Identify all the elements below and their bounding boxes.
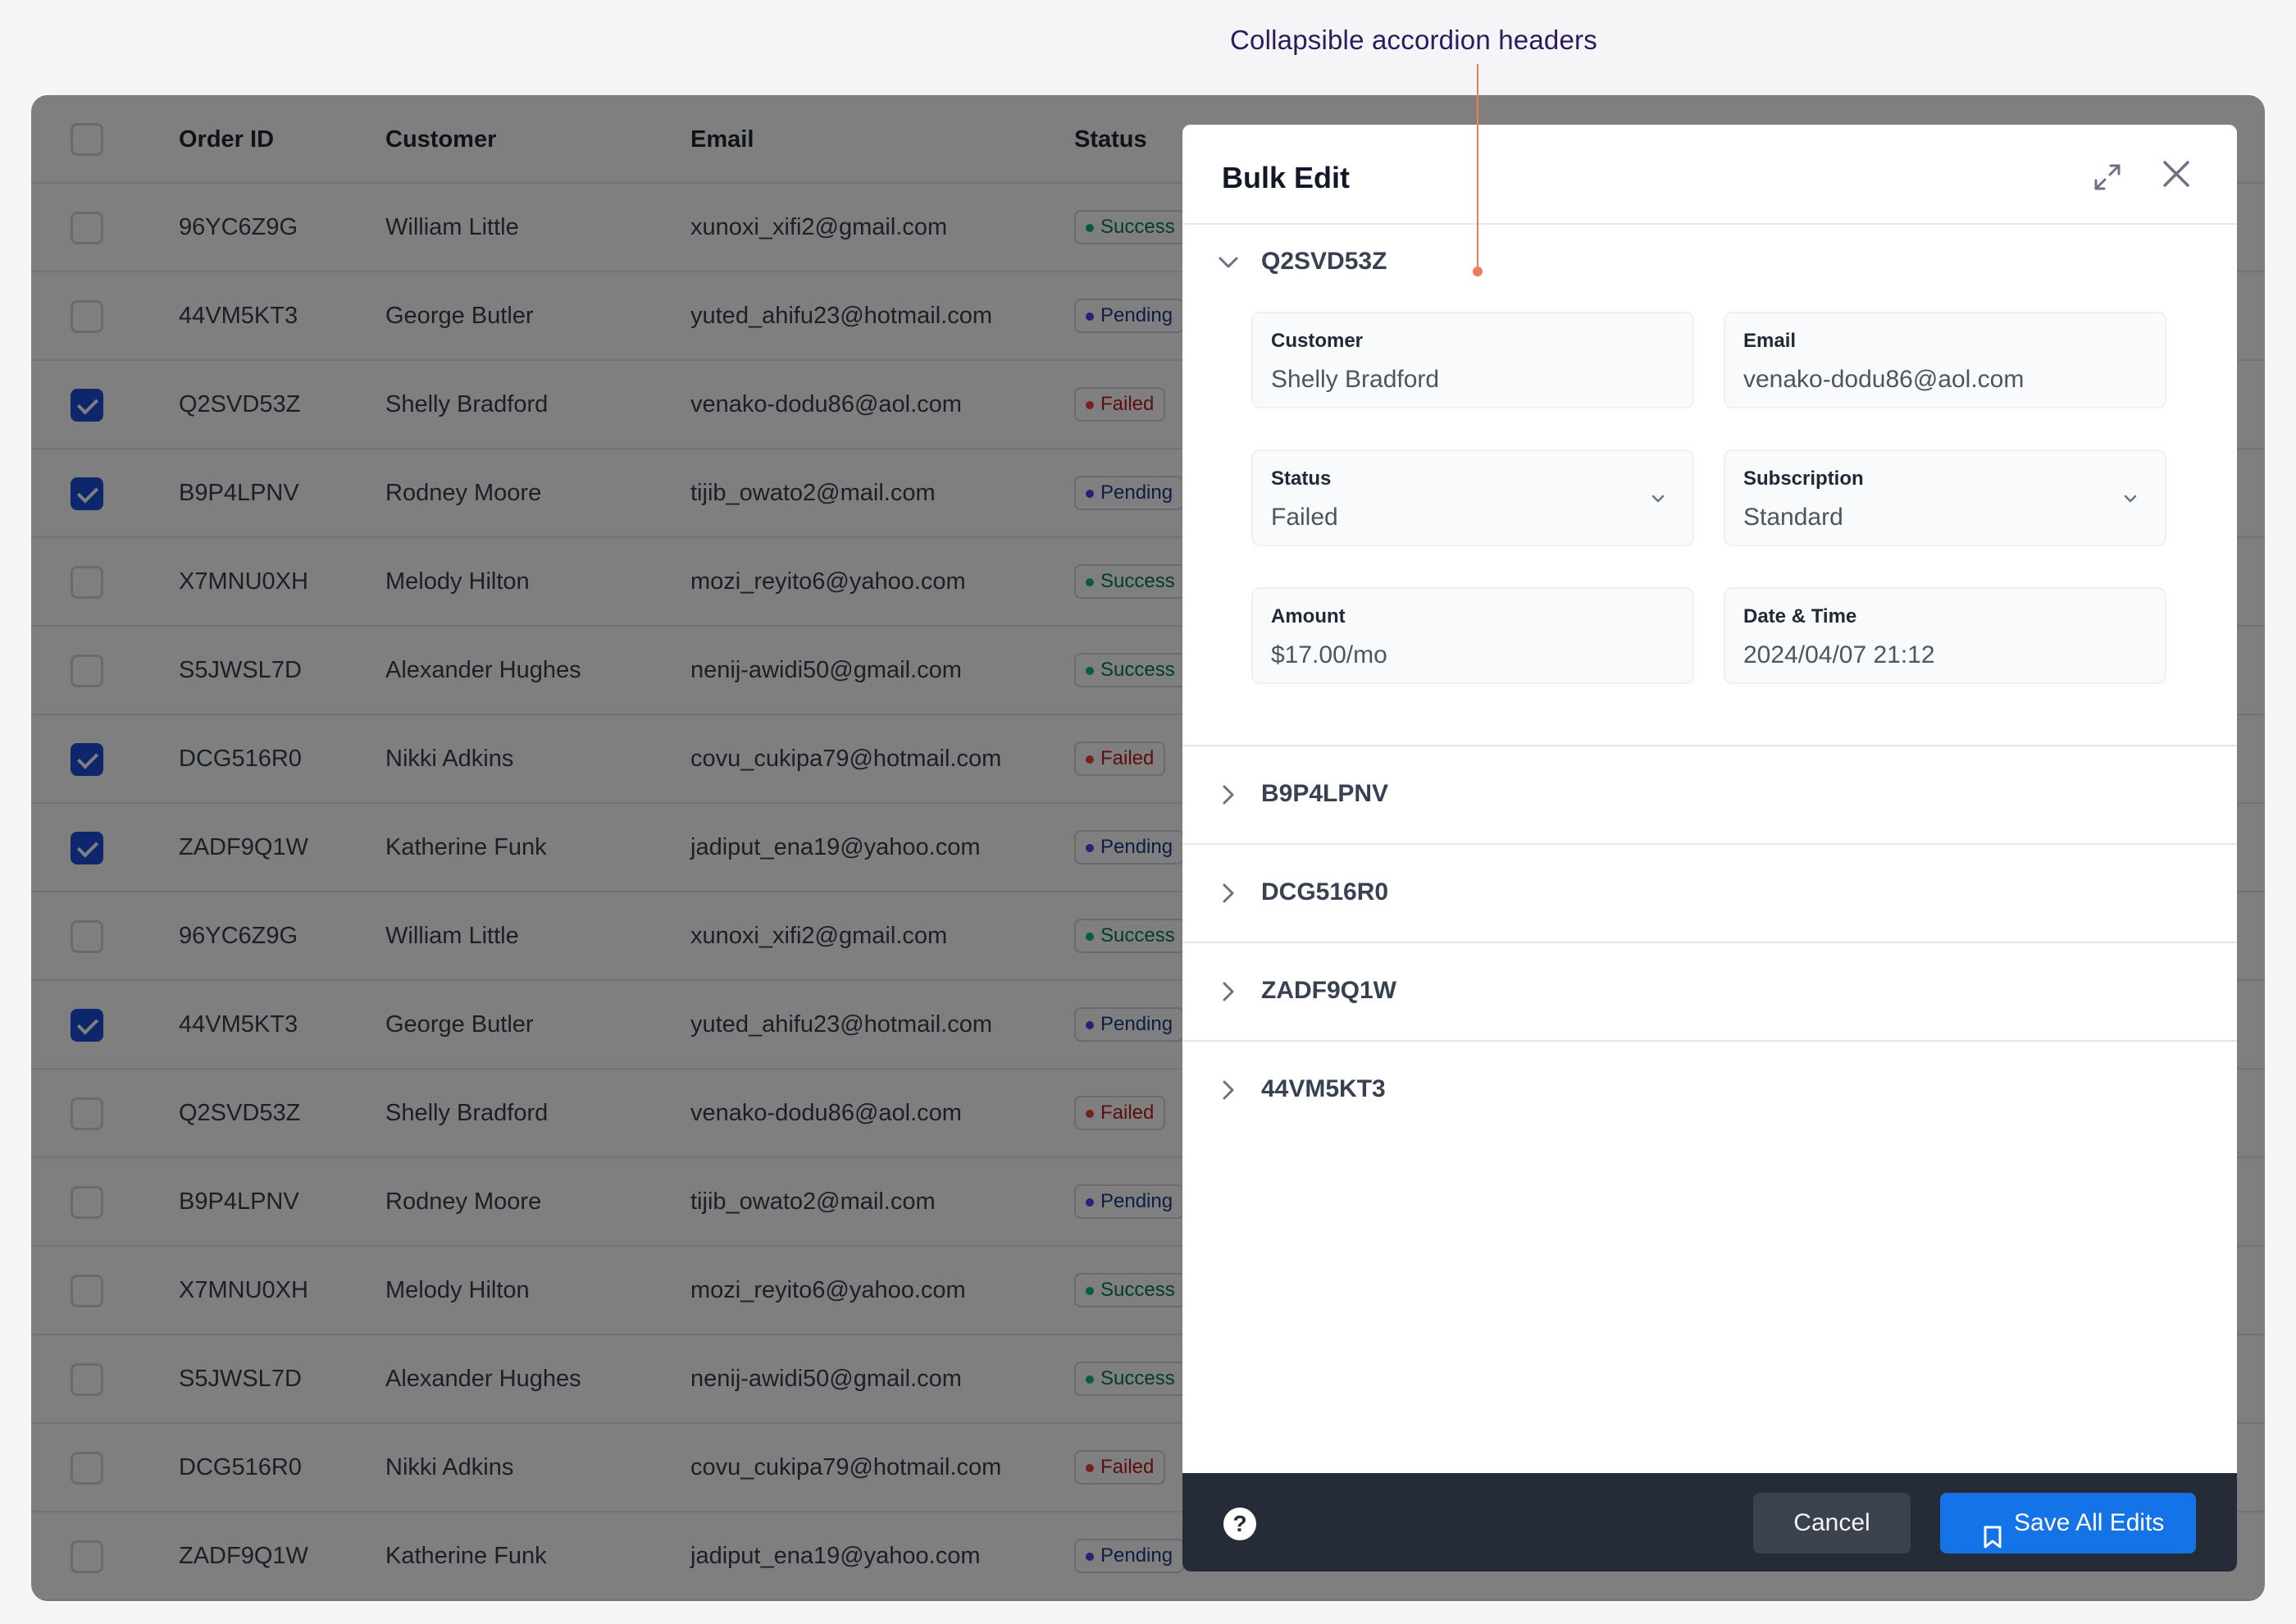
email-field[interactable]: Email venako-dodu86@aol.com — [1724, 312, 2166, 408]
annotation-line — [1477, 64, 1478, 271]
accordion-header-expanded[interactable]: Q2SVD53Z — [1182, 225, 2237, 297]
field-value: Failed — [1271, 504, 1338, 531]
chevron-down-icon — [1648, 489, 1668, 509]
bookmark-icon — [1983, 1512, 2002, 1549]
modal-header: Bulk Edit — [1182, 125, 2237, 225]
modal-title: Bulk Edit — [1222, 161, 1351, 194]
chevron-right-icon — [1215, 1077, 1241, 1103]
modal-footer: ? Cancel Save All Edits — [1182, 1473, 2237, 1572]
help-icon[interactable]: ? — [1223, 1508, 1256, 1540]
cancel-button[interactable]: Cancel — [1753, 1493, 1911, 1553]
amount-field[interactable]: Amount $17.00/mo — [1251, 587, 1694, 684]
field-value: $17.00/mo — [1271, 641, 1387, 668]
accordion-header[interactable]: B9P4LPNV — [1182, 746, 2237, 843]
accordion-title: Q2SVD53Z — [1261, 248, 1387, 275]
accordion-header[interactable]: 44VM5KT3 — [1182, 1042, 2237, 1138]
accordion-title: ZADF9Q1W — [1261, 977, 1396, 1004]
expand-icon[interactable] — [2088, 157, 2127, 197]
field-label: Status — [1271, 468, 1332, 490]
accordion-title: B9P4LPNV — [1261, 780, 1389, 807]
field-value: 2024/04/07 21:12 — [1743, 641, 1935, 668]
subscription-select[interactable]: Subscription Standard — [1724, 449, 2166, 546]
customer-field[interactable]: Customer Shelly Bradford — [1251, 312, 1694, 408]
accordion-divider — [1182, 942, 2237, 943]
field-label: Date & Time — [1743, 605, 1857, 627]
field-label: Subscription — [1743, 468, 1864, 490]
annotation-dot — [1473, 267, 1483, 276]
accordion-divider — [1182, 843, 2237, 845]
close-icon[interactable] — [2157, 154, 2196, 194]
save-button-label: Save All Edits — [2014, 1509, 2165, 1536]
annotation-label: Collapsible accordion headers — [1230, 25, 1597, 55]
chevron-down-icon — [1215, 249, 1241, 276]
chevron-right-icon — [1215, 782, 1241, 808]
chevron-right-icon — [1215, 979, 1241, 1005]
accordion-title: DCG516R0 — [1261, 878, 1389, 906]
datetime-field[interactable]: Date & Time 2024/04/07 21:12 — [1724, 587, 2166, 684]
field-value: Standard — [1743, 504, 1843, 531]
status-select[interactable]: Status Failed — [1251, 449, 1694, 546]
chevron-right-icon — [1215, 880, 1241, 906]
field-label: Customer — [1271, 330, 1364, 352]
field-value: Shelly Bradford — [1271, 366, 1440, 393]
save-all-edits-button[interactable]: Save All Edits — [1940, 1493, 2196, 1553]
field-label: Amount — [1271, 605, 1346, 627]
accordion-title: 44VM5KT3 — [1261, 1075, 1386, 1102]
accordion-divider — [1182, 1040, 2237, 1042]
accordion-divider — [1182, 745, 2237, 746]
field-value: venako-dodu86@aol.com — [1743, 366, 2025, 393]
accordion-header[interactable]: DCG516R0 — [1182, 845, 2237, 942]
accordion-header[interactable]: ZADF9Q1W — [1182, 943, 2237, 1040]
field-label: Email — [1743, 330, 1797, 352]
bulk-edit-modal: Bulk Edit Q2SVD53Z Customer Shelly Bradf… — [1182, 125, 2237, 1572]
chevron-down-icon — [2121, 489, 2140, 509]
